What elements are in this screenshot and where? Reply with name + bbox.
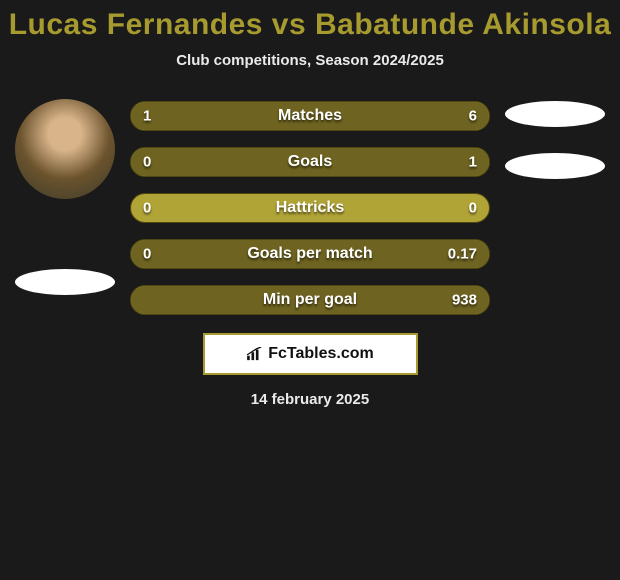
stat-value-left: 0 bbox=[143, 154, 151, 171]
stat-value-left: 0 bbox=[143, 200, 151, 217]
player-left-col bbox=[10, 99, 120, 295]
stat-label: Goals per match bbox=[247, 245, 372, 263]
player-right-col bbox=[500, 99, 610, 179]
stat-fill-left bbox=[131, 102, 182, 130]
brand-text: FcTables.com bbox=[268, 345, 374, 363]
chart-icon bbox=[246, 347, 264, 361]
stat-label: Hattricks bbox=[276, 199, 344, 217]
stat-bar: 0 Goals per match 0.17 bbox=[130, 239, 490, 269]
brand-link[interactable]: FcTables.com bbox=[203, 333, 418, 375]
body-row: 1 Matches 6 0 Goals 1 0 Hattricks 0 0 Goals per ma… bbox=[0, 99, 620, 315]
stat-bar: 0 Hattricks 0 bbox=[130, 193, 490, 223]
stat-value-right: 0.17 bbox=[448, 246, 477, 263]
page-title: Lucas Fernandes vs Babatunde Akinsola bbox=[9, 8, 612, 42]
player-right-club-logo-1 bbox=[505, 101, 605, 127]
stat-label: Goals bbox=[288, 153, 332, 171]
stat-value-left: 0 bbox=[143, 246, 151, 263]
stat-label: Min per goal bbox=[263, 291, 357, 309]
player-left-avatar bbox=[15, 99, 115, 199]
stat-value-right: 938 bbox=[452, 292, 477, 309]
stat-bar: Min per goal 938 bbox=[130, 285, 490, 315]
stat-value-right: 6 bbox=[469, 108, 477, 125]
player-left-club-logo bbox=[15, 269, 115, 295]
stat-value-right: 1 bbox=[469, 154, 477, 171]
date-label: 14 february 2025 bbox=[251, 391, 369, 408]
stat-bar: 1 Matches 6 bbox=[130, 101, 490, 131]
stat-value-right: 0 bbox=[469, 200, 477, 217]
comparison-card: Lucas Fernandes vs Babatunde Akinsola Cl… bbox=[0, 0, 620, 408]
stat-label: Matches bbox=[278, 107, 342, 125]
page-subtitle: Club competitions, Season 2024/2025 bbox=[176, 52, 444, 69]
stats-column: 1 Matches 6 0 Goals 1 0 Hattricks 0 0 Goals per ma… bbox=[130, 99, 490, 315]
stat-bar: 0 Goals 1 bbox=[130, 147, 490, 177]
player-right-club-logo-2 bbox=[505, 153, 605, 179]
stat-value-left: 1 bbox=[143, 108, 151, 125]
